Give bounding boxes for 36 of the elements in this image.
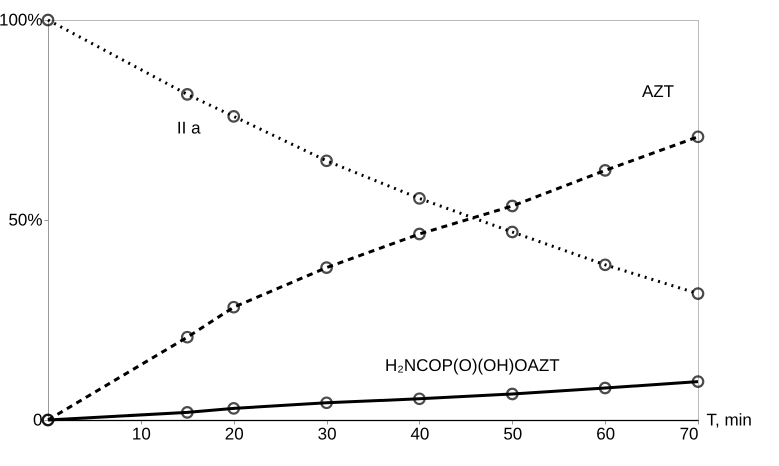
y-tick-label: 100%: [0, 10, 42, 30]
y-tick-label: 0: [33, 410, 42, 430]
point: [506, 200, 519, 212]
x-tick-label: 10: [132, 424, 151, 444]
x-tick-label: 60: [596, 424, 616, 444]
point: [506, 388, 519, 400]
point: [180, 406, 194, 419]
point: [598, 258, 612, 272]
x-tick-label: 20: [224, 424, 244, 444]
point: [692, 130, 704, 144]
point: [180, 330, 194, 344]
x-tick-label: 70: [680, 424, 698, 444]
point: [692, 375, 704, 388]
x-tick-label: 50: [503, 424, 522, 444]
point: [413, 228, 426, 240]
point: [320, 154, 333, 168]
text: AZT: [642, 82, 674, 101]
point: [227, 110, 240, 123]
x-axis-title: T, min: [706, 410, 752, 430]
point: [227, 402, 240, 415]
point: [598, 382, 612, 394]
point: [506, 226, 519, 238]
point: [692, 287, 704, 300]
point: [320, 261, 333, 274]
x-tick-label: 30: [318, 424, 337, 444]
series-label: H₂NCOP(O)(OH)OAZT: [384, 356, 560, 375]
point: [227, 300, 240, 314]
point: [413, 392, 426, 406]
point: [413, 192, 426, 205]
series-label: II a: [176, 118, 202, 138]
point: [42, 14, 54, 26]
point: [180, 88, 194, 101]
y-tick-label: 50%: [8, 210, 42, 230]
x-tick-label: 40: [410, 424, 430, 444]
point: [598, 164, 612, 177]
point: [320, 396, 333, 410]
